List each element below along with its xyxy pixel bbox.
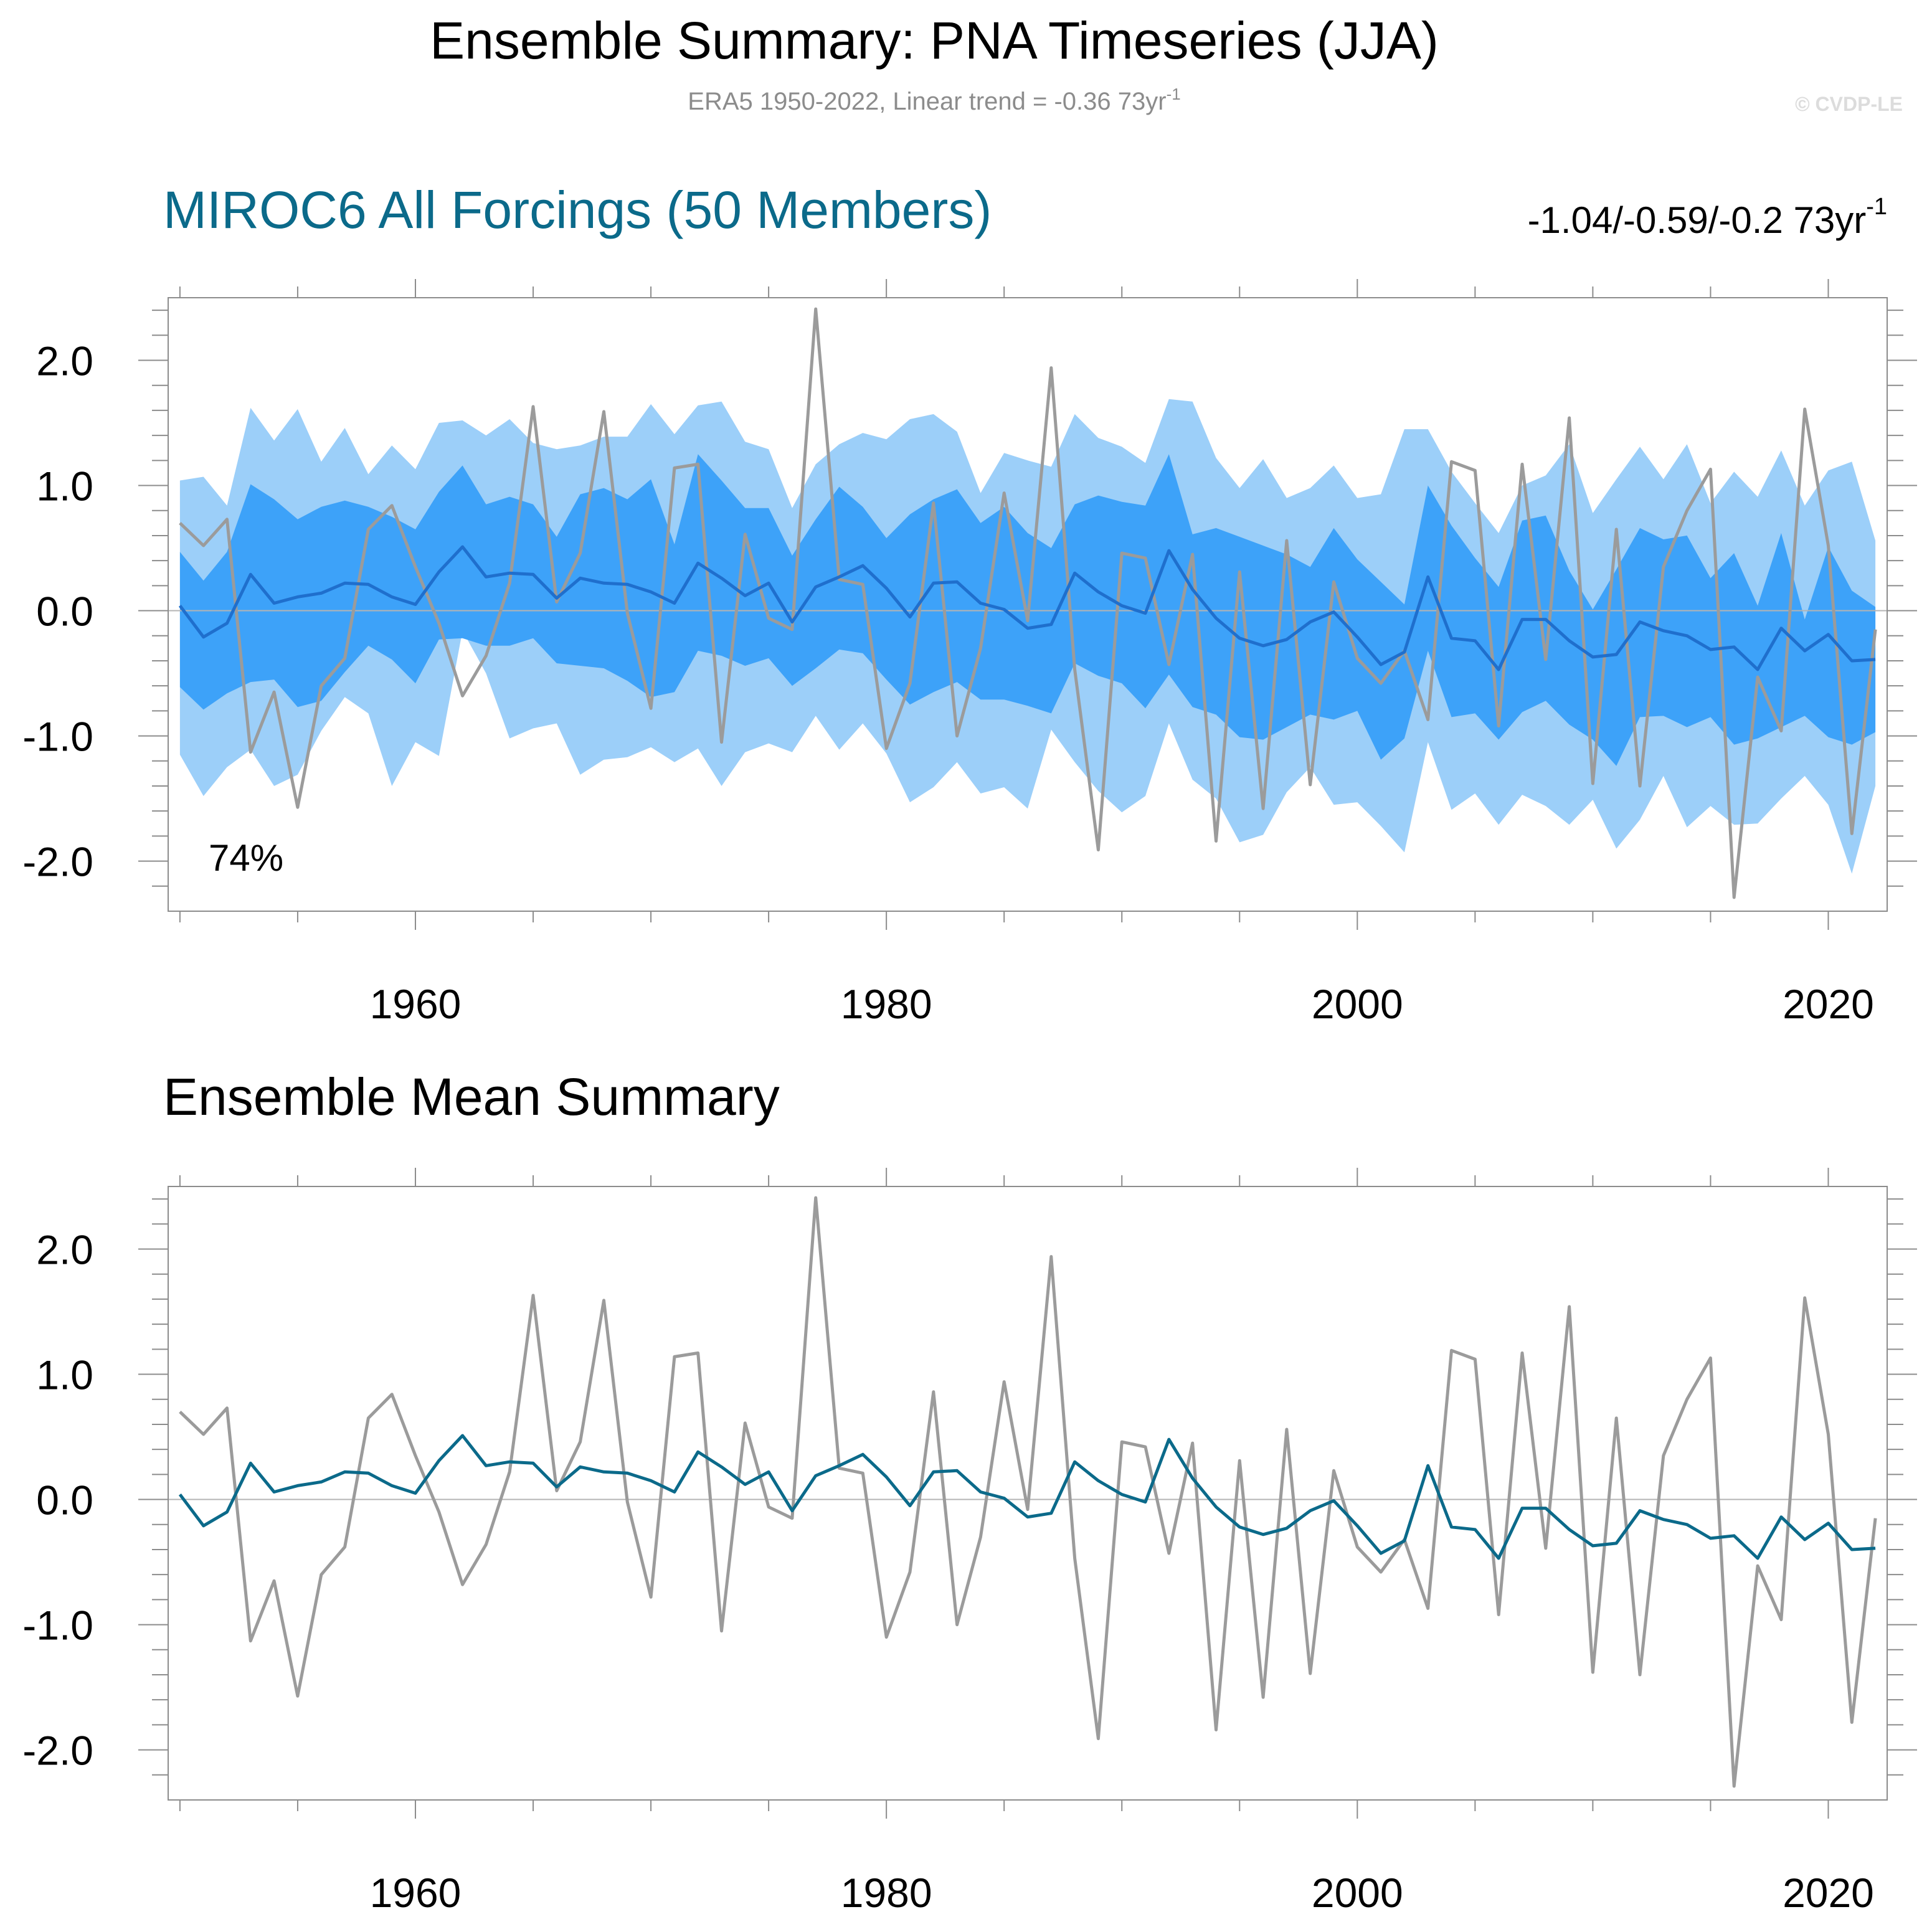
bottom-x-tick-label: 1960: [370, 1870, 462, 1916]
bottom-y-tick-label: 2.0: [36, 1227, 93, 1273]
percent-annotation: 74%: [209, 837, 283, 879]
bottom-y-tick-label: -1.0: [22, 1603, 93, 1649]
bottom-obs-line: [179, 1196, 1877, 1788]
top-plot-frame: [168, 297, 1888, 912]
trend-range-text: -1.04/-0.59/-0.2 73yr: [1528, 199, 1867, 241]
top-x-tick-label: 2020: [1783, 981, 1874, 1027]
bottom-ensemble-mean-line: [178, 1434, 1876, 1560]
top-x-tick-label: 2000: [1312, 981, 1403, 1027]
top-y-tick-label: 1.0: [36, 463, 93, 509]
top-panel-title: MIROC6 All Forcings (50 Members): [163, 181, 992, 239]
top-x-tick-label: 1960: [370, 981, 462, 1027]
subtitle-text: ERA5 1950-2022, Linear trend = -0.36 73y…: [688, 88, 1166, 115]
bottom-x-tick-label: 1980: [841, 1870, 932, 1916]
top-y-tick-label: -1.0: [22, 714, 93, 760]
top-y-tick-label: 0.0: [36, 589, 93, 635]
bottom-plot-area: 1960 1980 2000 2020 2.0 1.0 0.0 -1.0 -2.0: [22, 1168, 1917, 1916]
top-y-tick-label: -2.0: [22, 839, 93, 885]
top-ensemble-mean-line: [178, 545, 1876, 671]
bottom-x-tick-label: 2000: [1312, 1870, 1403, 1916]
bottom-panel-title: Ensemble Mean Summary: [163, 1068, 780, 1126]
subtitle-superscript: -1: [1167, 85, 1181, 103]
main-title: Ensemble Summary: PNA Timeseries (JJA): [430, 11, 1439, 70]
trend-range-label: -1.04/-0.59/-0.2 73yr-1: [1528, 194, 1887, 241]
copyright-watermark: © CVDP-LE: [1795, 93, 1903, 115]
subtitle: ERA5 1950-2022, Linear trend = -0.36 73y…: [688, 85, 1180, 115]
bottom-plot-frame: [168, 1186, 1888, 1801]
top-plot-area: 1960 1980 2000 2020 2.0 1.0 0.0 -1.0 -2.0: [22, 279, 1917, 1027]
top-panel: MIROC6 All Forcings (50 Members) -1.04/-…: [22, 181, 1917, 1027]
top-obs-line: [179, 307, 1877, 899]
bottom-panel: Ensemble Mean Summary 1960 1980 2000 2020 2.…: [22, 1068, 1917, 1916]
top-y-tick-label: 2.0: [36, 338, 93, 384]
bottom-y-tick-label: 1.0: [36, 1352, 93, 1398]
bottom-x-tick-label: 2020: [1783, 1870, 1874, 1916]
trend-range-superscript: -1: [1866, 194, 1887, 220]
bottom-y-tick-label: -2.0: [22, 1728, 93, 1774]
top-x-tick-label: 1980: [841, 981, 932, 1027]
bottom-y-tick-label: 0.0: [36, 1477, 93, 1523]
